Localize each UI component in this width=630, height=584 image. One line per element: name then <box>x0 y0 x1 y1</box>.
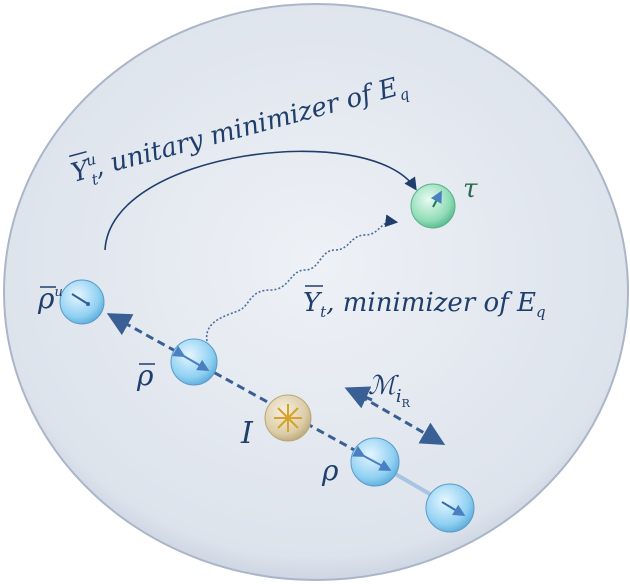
node-rho-u <box>59 279 105 325</box>
label-measurement: ℳiR <box>368 371 411 410</box>
label-minimizer: Υt, minimizer of Eq <box>303 285 546 321</box>
node-rho <box>350 437 400 487</box>
label-part: q <box>397 85 411 105</box>
label-part: u <box>84 150 98 170</box>
node-rho-bar <box>170 338 218 386</box>
dashed-arrow <box>106 313 359 454</box>
label-part: u <box>54 285 62 300</box>
label-tau: τ <box>463 174 478 204</box>
label-part: t <box>90 170 101 189</box>
node-identity <box>264 394 312 442</box>
curved-arrow <box>104 150 417 251</box>
label-rho-bar: ρ <box>136 359 154 392</box>
label-part: t <box>320 303 327 321</box>
label-rho: ρ <box>321 454 339 487</box>
measure-arrow <box>359 394 446 445</box>
svg-text:Υt, minimizer of Eq: Υt, minimizer of Eq <box>303 288 546 321</box>
wavy-arrow <box>205 214 399 346</box>
node-tau <box>410 183 456 229</box>
label-part: ℳ <box>368 371 399 401</box>
sphere <box>3 3 629 581</box>
label-part: R <box>402 397 411 410</box>
label-part: Υ <box>303 288 323 318</box>
label-part: q <box>536 303 546 321</box>
label-identity: I <box>240 416 254 451</box>
label-part: ρ <box>37 282 55 315</box>
node-faint <box>425 483 475 533</box>
label-part: i <box>396 386 402 407</box>
label-part: , minimizer of E <box>326 288 536 318</box>
label-rho-u: ρu <box>37 282 63 315</box>
